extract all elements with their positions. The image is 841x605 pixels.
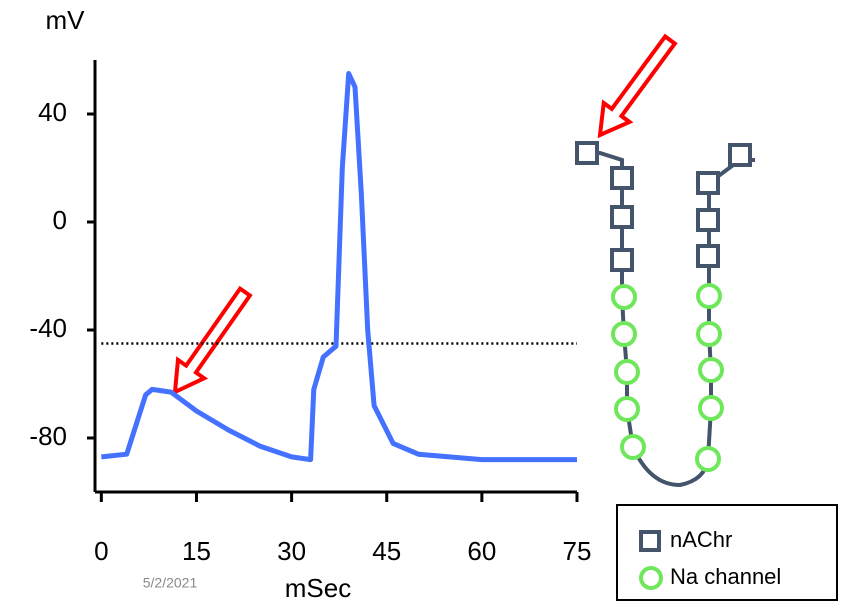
trace (101, 71, 577, 463)
arrow (172, 285, 253, 396)
legend-label: Na channel (670, 564, 781, 589)
legend: nAChr Na channel (616, 504, 838, 601)
legend-label: nAChr (670, 527, 732, 552)
x-tick-label: 60 (467, 536, 496, 566)
x-tick-label: 30 (277, 536, 306, 566)
y-tick-label: -40 (29, 313, 67, 343)
x-tick-label: 75 (563, 536, 592, 566)
legend-icon (639, 566, 663, 590)
y-axis-label: mV (46, 5, 86, 35)
x-axis-label: mSec (285, 573, 351, 603)
y-tick-label: -80 (29, 421, 67, 451)
x-tick-label: 0 (94, 536, 108, 566)
date: 5/2/2021 (143, 575, 198, 591)
y-tick-label: 0 (53, 205, 67, 235)
arrow (597, 33, 678, 139)
receptor-diagram (575, 141, 755, 488)
x-tick-label: 15 (182, 536, 211, 566)
legend-icon (639, 530, 661, 552)
x-tick-label: 45 (372, 536, 401, 566)
y-tick-label: 40 (38, 97, 67, 127)
